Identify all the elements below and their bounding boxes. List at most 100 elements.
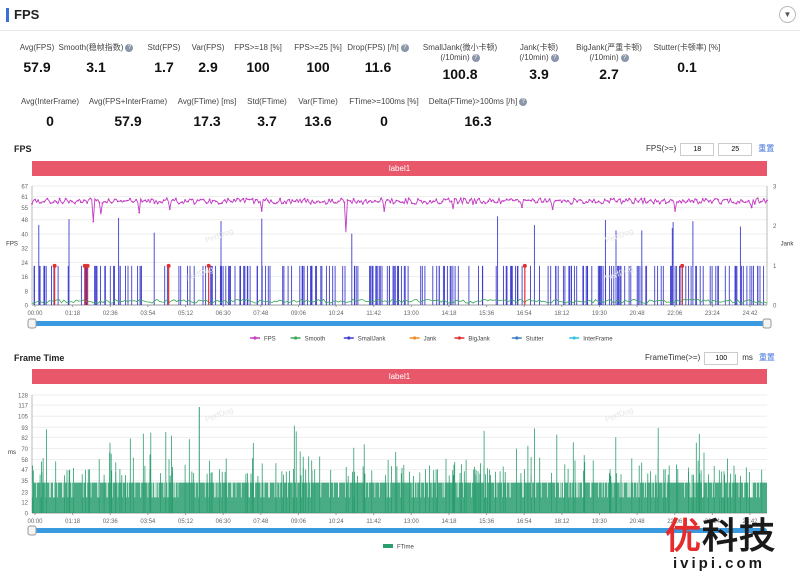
- stat-value: 13.6: [304, 113, 332, 129]
- fps-threshold-input-b[interactable]: [718, 143, 753, 156]
- fps-y-right-tick-label: 2: [773, 224, 777, 230]
- ft-y-tick-label: 47: [21, 468, 28, 474]
- fps-y-axis-label: FPS: [6, 242, 18, 248]
- stat-value: 3.1: [86, 59, 106, 75]
- stat-stats_row1-7: SmallJank(微小卡顿) (/10min)? 100.8: [410, 43, 510, 82]
- stat-label-sub: (/10min)?: [489, 53, 589, 63]
- ft-x-tick-label: 01:18: [65, 519, 81, 525]
- legend-item-smalljank[interactable]: SmallJank: [343, 336, 387, 343]
- ft-y-tick-label: 35: [21, 479, 28, 485]
- fps-x-tick-label: 07:48: [253, 311, 269, 317]
- collapse-chevron-icon[interactable]: ▼: [779, 6, 796, 23]
- ft-x-tick-label: 07:48: [253, 519, 269, 525]
- stat-stats_row1-4: FPS>=18 [%] 100: [208, 43, 308, 75]
- ft-y-tick-label: 23: [21, 490, 28, 496]
- ft-zoom-scrollbar[interactable]: [32, 528, 767, 533]
- help-icon[interactable]: ?: [471, 53, 480, 62]
- stat-value: 1.7: [154, 59, 174, 75]
- stat-label: FTime>=100ms [%]: [349, 97, 419, 106]
- help-icon[interactable]: ?: [550, 53, 559, 62]
- frametime-section-title: Frame Time: [14, 353, 65, 363]
- legend-item-interframe[interactable]: InterFrame: [569, 336, 613, 343]
- logo-red-text: 优: [665, 515, 703, 556]
- legend-item-stutter[interactable]: Stutter: [511, 336, 544, 343]
- ft-x-tick-label: 06:30: [216, 519, 232, 525]
- stat-label: Avg(FPS+InterFrame): [88, 97, 168, 106]
- fps-y-right-tick-label: 0: [773, 304, 777, 310]
- help-icon[interactable]: ?: [125, 43, 134, 52]
- stat-label-sub-text: (/10min): [440, 53, 470, 62]
- ft-x-tick-label: 19:30: [592, 519, 608, 525]
- legend-label: Stutter: [526, 337, 544, 343]
- legend-swatch-dot: [572, 336, 576, 340]
- frametime-label-band[interactable]: label1: [32, 369, 767, 384]
- fps-x-tick-label: 23:24: [705, 311, 721, 317]
- legend-swatch-dot: [515, 336, 519, 340]
- ft-y-tick-label: 105: [18, 415, 29, 421]
- stat-label: Smooth(稳帧指数)?: [46, 43, 146, 53]
- ftime-gaps: [31, 482, 760, 498]
- perfdog-watermark: PerfDog: [604, 405, 635, 423]
- header-accent: [6, 8, 9, 22]
- perfdog-watermark: PerfDog: [184, 264, 215, 282]
- fps-zoom-scrollbar[interactable]: [32, 321, 767, 326]
- fps-x-tick-label: 10:24: [329, 311, 345, 317]
- bigjank-marker: [166, 263, 171, 268]
- ft-y-tick-label: 70: [21, 447, 28, 453]
- bigjank-marker: [85, 263, 90, 268]
- legend-label: InterFrame: [583, 337, 613, 343]
- fps-x-tick-label: 18:12: [554, 311, 570, 317]
- fps-threshold-input-a[interactable]: [680, 143, 715, 156]
- fps-y-right-tick-label: 1: [773, 264, 777, 270]
- legend-label: FTime: [397, 545, 414, 551]
- legend-item-jank[interactable]: Jank: [409, 336, 438, 343]
- stat-label: Drop(FPS) [/h]?: [328, 43, 428, 53]
- legend-item-smooth[interactable]: Smooth: [290, 336, 326, 343]
- fps-x-tick-label: 13:00: [404, 311, 420, 317]
- stat-label: BigJank(严重卡顿): [576, 43, 642, 52]
- legend-label: Smooth: [305, 337, 326, 343]
- ft-y-tick-label: 12: [21, 500, 28, 506]
- fps-label-band[interactable]: label1: [32, 161, 767, 176]
- legend-swatch-dot: [294, 336, 298, 340]
- bigjank-marker: [522, 263, 527, 268]
- stat-label: Avg(FPS): [19, 43, 55, 52]
- frametime-threshold-label: FrameTime(>=): [645, 353, 701, 362]
- ft-x-tick-label: 18:12: [554, 519, 570, 525]
- help-icon[interactable]: ?: [620, 53, 629, 62]
- stat-stats_row2-6: Delta(FTime)>100ms [/h]? 16.3: [428, 97, 528, 129]
- logo-black-text: 科技: [702, 515, 777, 556]
- ft-x-tick-label: 05:12: [178, 519, 194, 525]
- legend-item-ftime[interactable]: FTime: [383, 544, 414, 551]
- fps-x-tick-label: 06:30: [216, 311, 232, 317]
- help-icon[interactable]: ?: [400, 43, 409, 52]
- stat-stats_row1-2: Std(FPS) 1.7: [114, 43, 214, 75]
- stat-value: 0.1: [677, 59, 697, 75]
- legend-item-bigjank[interactable]: BigJank: [454, 336, 491, 343]
- ft-x-tick-label: 02:36: [103, 519, 119, 525]
- legend-label: BigJank: [468, 337, 490, 343]
- ft-x-tick-label: 24:42: [742, 519, 758, 525]
- legend-label: FPS: [264, 337, 276, 343]
- fps-x-tick-label: 14:18: [441, 311, 457, 317]
- fps-x-tick-label: 22:06: [667, 311, 683, 317]
- stat-label: Std(FPS): [147, 43, 181, 52]
- frametime-threshold-input[interactable]: [704, 352, 739, 365]
- fps-threshold-controls: FPS(>=) 重置: [646, 143, 774, 156]
- stat-label: FPS>=18 [%]: [234, 43, 282, 52]
- legend-item-fps[interactable]: FPS: [250, 336, 276, 343]
- fps-x-tick-label: 16:54: [517, 311, 533, 317]
- bigjank-marker: [82, 263, 87, 268]
- help-icon[interactable]: ?: [519, 97, 528, 106]
- fps-x-tick-label: 24:42: [742, 311, 758, 317]
- stat-value: 2.7: [599, 66, 619, 82]
- fps-zoom-handle-right[interactable]: [762, 318, 772, 329]
- ft-zoom-handle-left[interactable]: [27, 525, 37, 536]
- fps-reset-button[interactable]: 重置: [758, 144, 775, 153]
- fps-x-tick-label: 19:30: [592, 311, 608, 317]
- smalljank-series: [33, 216, 765, 305]
- smooth-series-line: [31, 298, 768, 304]
- fps-zoom-handle-left[interactable]: [27, 318, 37, 329]
- ft-x-tick-label: 09:06: [291, 519, 307, 525]
- frametime-reset-button[interactable]: 重置: [758, 353, 775, 362]
